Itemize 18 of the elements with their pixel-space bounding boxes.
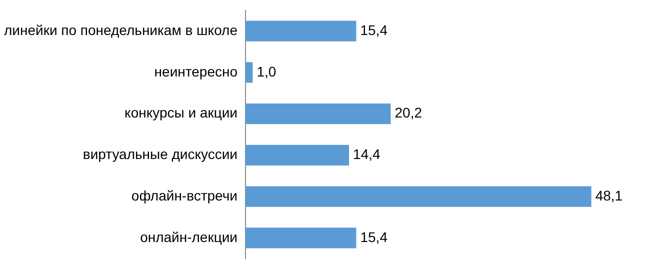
y-tick-label: виртуальные дискуссии xyxy=(82,146,238,162)
bar xyxy=(246,186,592,207)
y-tick-label: линейки по понедельникам в школе xyxy=(4,22,238,38)
data-label: 15,4 xyxy=(360,228,388,245)
bar xyxy=(246,103,391,124)
data-label: 20,2 xyxy=(394,104,422,121)
data-label: 48,1 xyxy=(595,187,623,204)
y-tick-label: онлайн-лекции xyxy=(140,228,238,245)
data-label: 1,0 xyxy=(256,63,276,80)
data-label: 14,4 xyxy=(353,146,381,162)
y-tick-label: конкурсы и акции xyxy=(124,104,238,121)
bar xyxy=(246,62,253,83)
bar xyxy=(246,228,356,248)
data-label: 15,4 xyxy=(360,22,388,38)
y-tick-label: неинтересно xyxy=(154,63,238,80)
bar xyxy=(246,20,356,42)
bar xyxy=(246,144,350,166)
y-tick-label: офлайн-встречи xyxy=(131,187,238,204)
